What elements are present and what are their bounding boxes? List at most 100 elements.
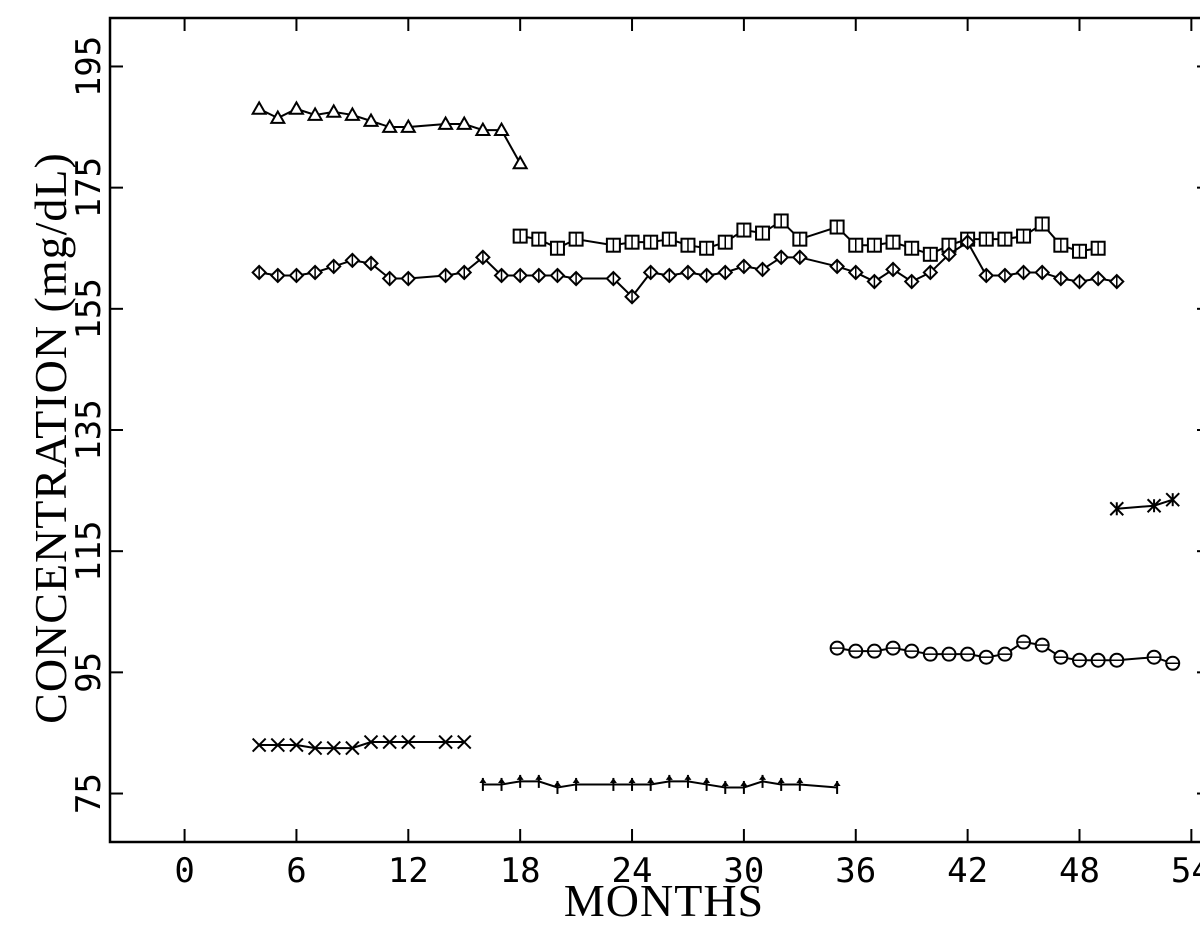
data-point-star [1109,501,1124,516]
x-tick-label: 30 [723,851,764,891]
data-point-triangle [306,106,324,121]
data-point-square [643,234,659,250]
data-point-triangle [325,103,342,118]
series-line-star [1116,498,1174,510]
data-point-diamond [717,264,734,281]
data-point-triangle [344,106,361,121]
x-tick-label: 12 [388,851,429,891]
data-point-diamond [680,264,696,281]
data-point-diamond [493,267,510,284]
data-point-square [736,222,752,238]
data-point-x [251,737,267,753]
data-point-circle [1016,634,1032,650]
series-square [512,213,1106,262]
data-point-triangle [493,121,510,136]
data-point-diamond [1015,264,1032,281]
y-axis-ticks: 75 95 115 135 155 175 195 [69,36,1200,814]
data-point-diamond [381,270,398,287]
data-point-circle [997,646,1013,662]
data-point-square [829,219,845,235]
data-point-plus [703,777,711,791]
data-point-diamond [847,264,864,281]
data-point-diamond [269,267,286,284]
series-star [1109,492,1180,516]
data-point-diamond [754,261,771,278]
data-point-square [717,234,733,250]
data-point-diamond [1071,273,1088,290]
data-point-x [438,734,453,750]
data-point-plus [665,774,673,788]
data-point-x [382,734,397,750]
data-point-square [755,225,771,241]
data-point-x [270,737,286,753]
data-point-diamond [325,258,342,275]
data-point-star [1165,492,1180,507]
data-point-square [1053,237,1069,253]
data-point-circle [1165,655,1181,671]
data-point-diamond [400,270,417,287]
x-tick-label: 0 [174,851,194,891]
data-point-plus [740,780,748,794]
data-point-triangle [250,100,268,115]
series-line-x [259,741,465,750]
x-tick-label: 54 [1171,851,1200,891]
data-point-circle [1109,652,1125,668]
x-tick-label: 48 [1059,851,1100,891]
y-tick-label: 155 [69,278,109,339]
data-point-circle [941,646,957,662]
x-tick-label: 24 [612,851,653,891]
series-circle [829,634,1181,671]
data-point-plus [796,777,804,791]
data-point-diamond [307,264,323,281]
data-point-circle [904,643,920,659]
data-point-triangle [381,118,398,133]
data-point-diamond [922,264,939,281]
data-point-diamond [1090,270,1107,287]
series-plus [479,774,841,794]
data-point-diamond [549,267,566,284]
data-point-diamond [903,273,920,290]
data-point-circle [1090,652,1106,668]
data-point-diamond [978,267,995,284]
data-point-x [345,740,360,756]
data-point-triangle [400,118,417,133]
data-point-diamond [605,270,622,287]
data-point-diamond [437,267,454,284]
data-point-diamond [885,261,901,278]
data-point-x [457,734,472,750]
data-point-square [680,237,696,253]
data-point-diamond [530,267,547,284]
data-point-square [866,237,882,253]
data-point-circle [866,643,882,659]
data-point-square [531,231,547,247]
data-point-plus [721,780,729,794]
data-point-star [1146,498,1162,513]
data-point-diamond [866,273,883,290]
data-point-plus [647,777,655,791]
data-point-triangle [362,112,380,127]
data-point-square [699,240,715,256]
data-point-circle [1053,649,1069,665]
plot-frame [108,16,1200,844]
data-point-triangle [474,121,492,136]
data-point-diamond [456,264,473,281]
data-point-square [549,240,565,256]
data-point-square [624,234,640,250]
data-point-diamond [512,267,529,284]
data-point-plus [609,777,617,791]
series-diamond [251,234,1125,305]
data-point-diamond [568,270,585,287]
y-tick-label: 195 [69,36,109,97]
data-point-square [1090,240,1106,256]
data-point-x [326,740,341,756]
data-point-square [997,231,1013,247]
data-point-plus [535,774,543,788]
data-point-square [605,237,621,253]
data-point-diamond [829,258,846,275]
data-point-diamond [624,288,640,305]
x-tick-label: 6 [286,851,306,891]
y-tick-label: 175 [69,157,109,218]
x-tick-label: 42 [947,851,988,891]
y-tick-label: 115 [69,520,109,581]
